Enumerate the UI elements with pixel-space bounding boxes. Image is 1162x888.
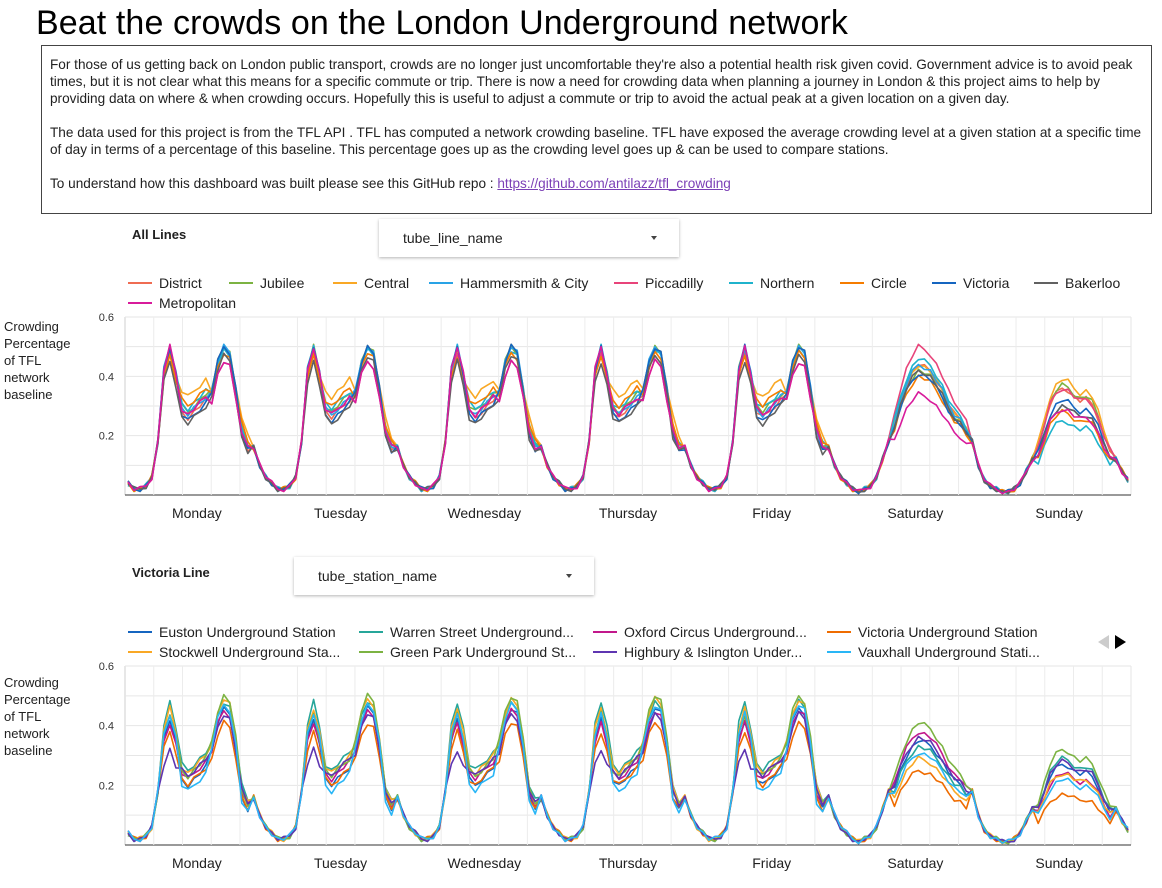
series-line[interactable] <box>127 710 1129 843</box>
legend-item[interactable]: Metropolitan <box>128 295 236 311</box>
x-tick-label: Thursday <box>599 505 657 521</box>
legend-item[interactable]: Piccadilly <box>614 275 703 291</box>
chart2-ylabel: Crowding Percentage of TFL network basel… <box>4 675 71 758</box>
legend-item[interactable]: Vauxhall Underground Stati... <box>827 644 1040 660</box>
legend-label: Bakerloo <box>1065 275 1120 291</box>
legend-item[interactable]: Euston Underground Station <box>128 624 336 640</box>
legend-label: Vauxhall Underground Stati... <box>858 644 1040 660</box>
legend-item[interactable]: Bakerloo <box>1034 275 1120 291</box>
legend-label: Central <box>364 275 409 291</box>
legend-label: Euston Underground Station <box>159 624 336 640</box>
intro-paragraph-3: To understand how this dashboard was bui… <box>50 175 1144 192</box>
chevron-down-icon <box>566 574 572 578</box>
series-lines <box>127 343 1129 495</box>
legend: District Jubilee Central Hammersmith & City… <box>128 275 1120 311</box>
intro-paragraph-2: The data used for this project is from t… <box>50 125 1142 157</box>
legend-label: Piccadilly <box>645 275 703 291</box>
github-repo-link[interactable]: https://github.com/antilazz/tfl_crowding <box>497 176 731 191</box>
section-label-victoria-line: Victoria Line <box>132 565 210 580</box>
legend-label: Northern <box>760 275 814 291</box>
legend-item[interactable]: Jubilee <box>229 275 305 291</box>
x-tick-label: Tuesday <box>314 855 367 871</box>
legend-item[interactable]: Stockwell Underground Sta... <box>128 644 340 660</box>
legend-label: Jubilee <box>260 275 305 291</box>
series-line[interactable] <box>127 343 1129 493</box>
legend-label: Hammersmith & City <box>460 275 588 291</box>
grid <box>124 665 1132 846</box>
tube-line-dropdown-label: tube_line_name <box>403 230 503 246</box>
series-line[interactable] <box>127 343 1129 495</box>
legend: Euston Underground Station Warren Street … <box>128 624 1040 660</box>
x-tick-label: Thursday <box>599 855 657 871</box>
legend-label: Green Park Underground St... <box>390 644 576 660</box>
tube-line-dropdown[interactable]: tube_line_name <box>379 219 679 257</box>
legend-next-arrow-icon[interactable] <box>1115 635 1126 649</box>
legend-item[interactable]: Green Park Underground St... <box>359 644 576 660</box>
tube-station-dropdown-label: tube_station_name <box>318 568 438 584</box>
y-tick-label: 0.6 <box>99 661 114 673</box>
x-tick-label: Friday <box>752 505 791 521</box>
x-tick-label: Sunday <box>1035 505 1082 521</box>
legend-item[interactable]: District <box>128 275 202 291</box>
legend-prev-arrow-icon[interactable] <box>1098 635 1109 649</box>
legend-item[interactable]: Central <box>333 275 409 291</box>
x-tick-label: Wednesday <box>447 505 521 521</box>
chevron-down-icon <box>651 236 657 240</box>
legend-label: Victoria Underground Station <box>858 624 1038 640</box>
y-tick-label: 0.4 <box>99 721 114 733</box>
chart-victoria-line: Euston Underground Station Warren Street … <box>99 624 1132 871</box>
legend-item[interactable]: Warren Street Underground... <box>359 624 574 640</box>
x-tick-label: Monday <box>172 855 222 871</box>
y-tick-label: 0.6 <box>99 312 114 324</box>
x-tick-label: Sunday <box>1035 855 1082 871</box>
legend-label: District <box>159 275 202 291</box>
series-line[interactable] <box>127 343 1129 495</box>
legend-item[interactable]: Victoria Underground Station <box>827 624 1038 640</box>
series-line[interactable] <box>127 349 1129 493</box>
series-lines <box>127 692 1129 845</box>
y-tick-label: 0.2 <box>99 431 114 443</box>
series-line[interactable] <box>127 343 1129 494</box>
legend-label: Metropolitan <box>159 295 236 311</box>
x-tick-label: Wednesday <box>447 855 521 871</box>
intro-link-prefix: To understand how this dashboard was bui… <box>50 176 498 191</box>
x-tick-label: Tuesday <box>314 505 367 521</box>
x-tick-label: Saturday <box>887 505 943 521</box>
legend-item[interactable]: Northern <box>729 275 814 291</box>
y-tick-label: 0.2 <box>99 780 114 792</box>
page-title: Beat the crowds on the London Undergroun… <box>36 4 848 42</box>
legend-item[interactable]: Victoria <box>932 275 1010 291</box>
legend-label: Stockwell Underground Sta... <box>159 644 340 660</box>
legend-item[interactable]: Hammersmith & City <box>429 275 588 291</box>
legend-label: Warren Street Underground... <box>390 624 574 640</box>
legend-item[interactable]: Circle <box>840 275 907 291</box>
legend-item[interactable]: Oxford Circus Underground... <box>593 624 807 640</box>
y-tick-label: 0.4 <box>99 371 114 383</box>
series-line[interactable] <box>127 343 1129 495</box>
series-line[interactable] <box>127 343 1129 495</box>
legend-item[interactable]: Highbury & Islington Under... <box>593 644 802 660</box>
series-line[interactable] <box>127 343 1129 495</box>
series-line[interactable] <box>127 352 1129 494</box>
series-line[interactable] <box>127 346 1129 495</box>
series-line[interactable] <box>127 701 1129 845</box>
x-tick-label: Monday <box>172 505 222 521</box>
chart1-ylabel: Crowding Percentage of TFL network basel… <box>4 319 71 402</box>
legend-label: Victoria <box>963 275 1010 291</box>
x-tick-label: Friday <box>752 855 791 871</box>
tube-station-dropdown[interactable]: tube_station_name <box>294 557 594 595</box>
legend-label: Oxford Circus Underground... <box>624 624 807 640</box>
intro-paragraph-1: For those of us getting back on London p… <box>50 57 1133 106</box>
section-label-all-lines: All Lines <box>132 227 187 242</box>
series-line[interactable] <box>127 692 1129 845</box>
legend-label: Circle <box>871 275 907 291</box>
legend-label: Highbury & Islington Under... <box>624 644 802 660</box>
x-tick-label: Saturday <box>887 855 943 871</box>
legend-pager <box>1097 634 1133 655</box>
intro-text-box: For those of us getting back on London p… <box>41 45 1152 214</box>
chart-all-lines: District Jubilee Central Hammersmith & City… <box>99 275 1132 521</box>
